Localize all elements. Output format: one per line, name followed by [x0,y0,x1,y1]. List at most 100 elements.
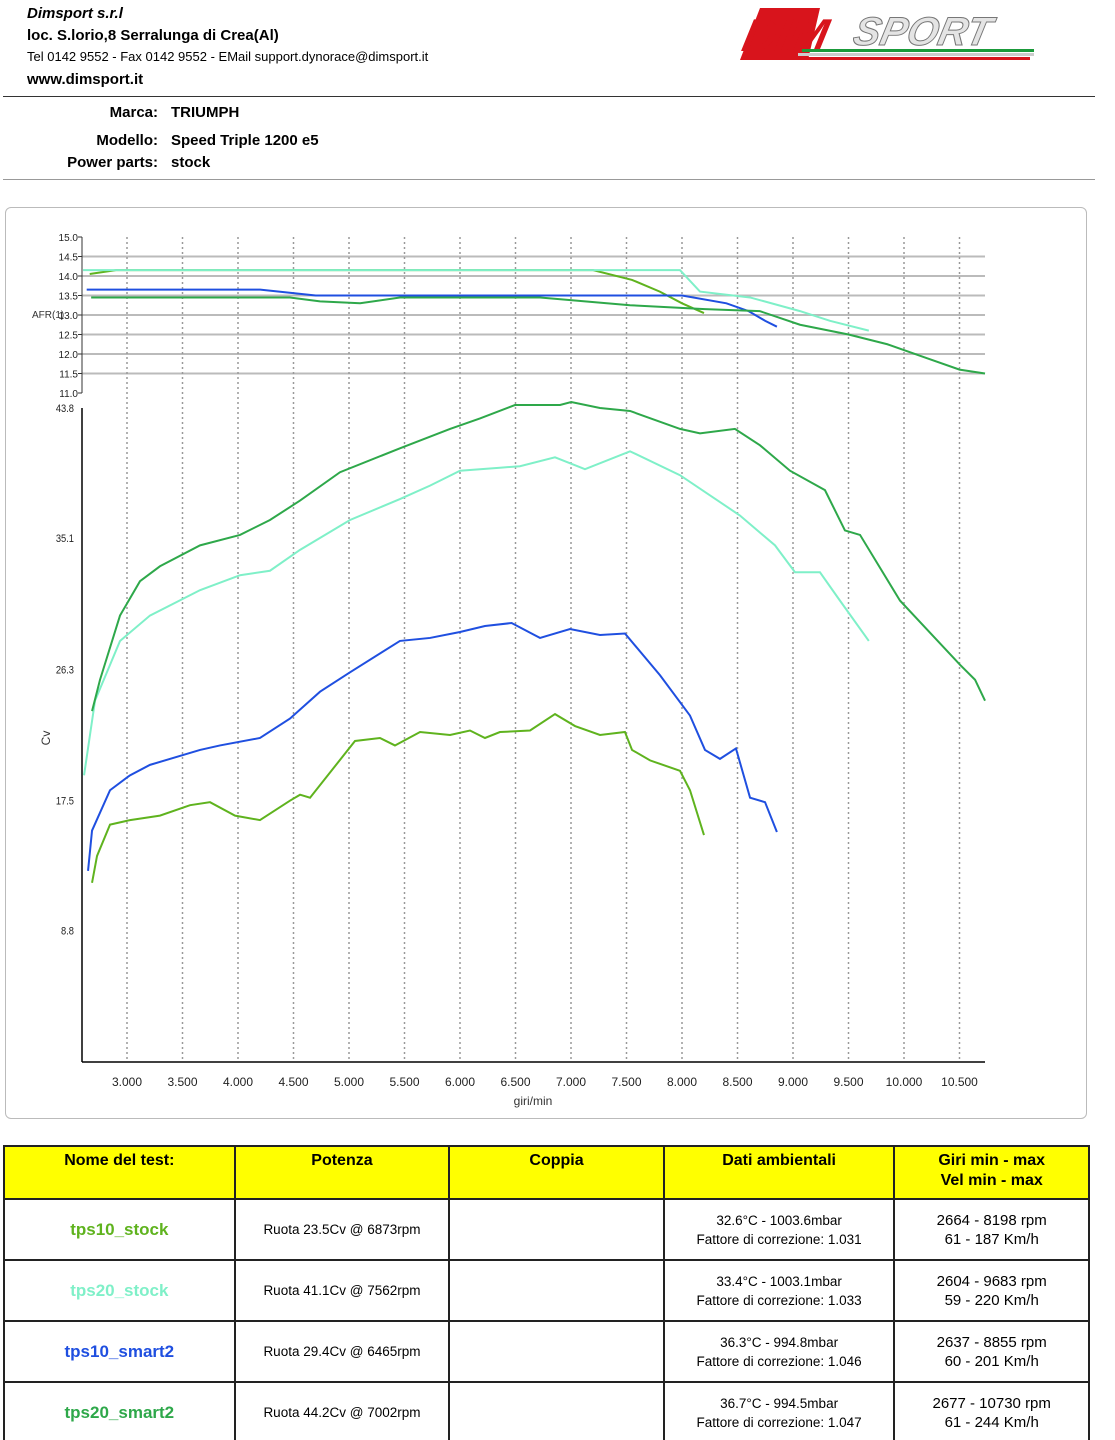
svg-text:SPORT: SPORT [850,8,1000,53]
afr-line-tps20_smart2 [91,296,986,375]
test-name: tps10_smart2 [3,1320,236,1383]
x-tick-label: 3.000 [112,1075,142,1089]
company-name: Dimsport s.r.l [27,5,123,22]
dimsport-logo: DIM SPORT [740,8,1034,61]
environment-conditions: 32.6°C - 1003.6mbar [716,1212,842,1228]
speed-range: 61 - 187 Km/h [944,1230,1039,1248]
environment-value: 36.7°C - 994.5mbar Fattore di correzione:… [662,1381,896,1440]
afr-tick-label: 11.5 [59,370,78,381]
chart-panel [5,207,1087,1119]
power-tick-label: 17.5 [56,796,74,808]
range-value: 2637 - 8855 rpm 60 - 201 Km/h [893,1320,1090,1383]
power-tick-label: 35.1 [56,533,74,545]
power-line-tps20_smart2 [91,401,986,712]
test-name: tps20_stock [3,1259,236,1322]
power-tick-label: 26.3 [56,665,74,677]
x-tick-label: 4.000 [223,1075,253,1089]
header-torque: Coppia [448,1145,665,1200]
x-tick-label: 6.500 [500,1075,530,1089]
table-row: tps10_stock Ruota 23.5Cv @ 6873rpm 32.6°… [3,1198,1090,1261]
range-value: 2677 - 10730 rpm 61 - 244 Km/h [893,1381,1090,1440]
power-line-tps10_stock [91,712,705,884]
afr-tick-label: 12.0 [59,350,79,361]
rpm-range: 2604 - 9683 rpm [936,1272,1047,1290]
rpm-range: 2637 - 8855 rpm [936,1333,1047,1351]
speed-range: 59 - 220 Km/h [944,1291,1039,1309]
x-tick-label: 6.000 [445,1075,475,1089]
x-tick-label: 10.500 [941,1075,978,1089]
model-value: Speed Triple 1200 e5 [171,132,319,149]
rpm-range: 2664 - 8198 rpm [936,1211,1047,1229]
table-row: tps10_smart2 Ruota 29.4Cv @ 6465rpm 36.3… [3,1320,1090,1383]
torque-value [448,1320,665,1383]
table-row: tps20_stock Ruota 41.1Cv @ 7562rpm 33.4°… [3,1259,1090,1322]
rpm-range: 2677 - 10730 rpm [932,1394,1051,1412]
header-speed-range: Vel min - max [940,1172,1043,1189]
speed-range: 61 - 244 Km/h [944,1413,1039,1431]
correction-factor: Fattore di correzione: 1.047 [696,1414,862,1430]
parts-label: Power parts: [67,154,158,171]
results-table: Nome del test: Potenza Coppia Dati ambie… [3,1145,1090,1440]
x-tick-label: 9.500 [833,1075,863,1089]
afr-tick-label: 11.0 [59,389,78,400]
header-rpm-range: Giri min - max [938,1152,1046,1169]
x-tick-label: 8.500 [722,1075,752,1089]
header-environment: Dati ambientali [662,1145,896,1200]
power-tick-label: 43.8 [56,403,74,415]
power-tick-label: 8.8 [61,926,74,938]
divider [3,96,1095,97]
environment-value: 32.6°C - 1003.6mbar Fattore di correzione… [662,1198,896,1261]
afr-tick-label: 15.0 [59,233,79,244]
afr-axis-label: AFR(1) [32,310,64,321]
correction-factor: Fattore di correzione: 1.031 [696,1231,862,1247]
afr-tick-label: 13.5 [59,292,79,303]
header-range: Giri min - max Vel min - max [893,1145,1090,1200]
divider [3,179,1095,180]
x-tick-label: 8.000 [667,1075,697,1089]
torque-value [448,1259,665,1322]
svg-text:DIM: DIM [740,9,835,60]
x-tick-label: 5.500 [389,1075,419,1089]
table-header-row: Nome del test: Potenza Coppia Dati ambie… [3,1145,1090,1200]
environment-value: 36.3°C - 994.8mbar Fattore di correzione:… [662,1320,896,1383]
x-tick-label: 5.000 [334,1075,364,1089]
company-website: www.dimsport.it [27,71,144,88]
x-tick-label: 3.500 [167,1075,197,1089]
company-address: loc. S.lorio,8 Serralunga di Crea(Al) [27,27,279,44]
power-value: Ruota 44.2Cv @ 7002rpm [233,1381,451,1440]
range-value: 2664 - 8198 rpm 61 - 187 Km/h [893,1198,1090,1261]
x-tick-label: 4.500 [278,1075,308,1089]
power-value: Ruota 23.5Cv @ 6873rpm [233,1198,451,1261]
correction-factor: Fattore di correzione: 1.033 [696,1292,862,1308]
test-name: tps20_smart2 [3,1381,236,1440]
correction-factor: Fattore di correzione: 1.046 [696,1353,862,1369]
environment-conditions: 36.7°C - 994.5mbar [720,1395,839,1411]
brand-value: TRIUMPH [171,104,240,121]
dyno-chart: 15.0 14.5 14.0 13.5 13.0 12.5 12.0 11.5 11.0 3.00… [32,233,986,1108]
speed-range: 60 - 201 Km/h [944,1352,1039,1370]
environment-conditions: 33.4°C - 1003.1mbar [716,1273,842,1289]
range-value: 2604 - 9683 rpm 59 - 220 Km/h [893,1259,1090,1322]
brand-label: Marca: [109,104,158,121]
environment-conditions: 36.3°C - 994.8mbar [720,1334,839,1350]
x-tick-label: 9.000 [778,1075,808,1089]
x-tick-label: 10.000 [886,1075,923,1089]
afr-tick-label: 14.0 [59,272,79,283]
power-value: Ruota 29.4Cv @ 6465rpm [233,1320,451,1383]
company-contacts: Tel 0142 9552 - Fax 0142 9552 - EMail su… [27,49,429,64]
header-test-name: Nome del test: [3,1145,236,1200]
torque-value [448,1198,665,1261]
afr-line-tps10_smart2 [86,288,778,328]
environment-value: 33.4°C - 1003.1mbar Fattore di correzione… [662,1259,896,1322]
power-line-tps10_smart2 [87,621,778,871]
table-row: tps20_smart2 Ruota 44.2Cv @ 7002rpm 36.7… [3,1381,1090,1440]
parts-value: stock [171,154,211,171]
x-tick-label: 7.000 [556,1075,586,1089]
afr-tick-label: 13.0 [59,311,79,322]
afr-line-tps20_stock [83,269,870,332]
test-name: tps10_stock [3,1198,236,1261]
model-label: Modello: [96,132,158,149]
header-power: Potenza [233,1145,451,1200]
power-line-tps20_stock [83,450,870,776]
